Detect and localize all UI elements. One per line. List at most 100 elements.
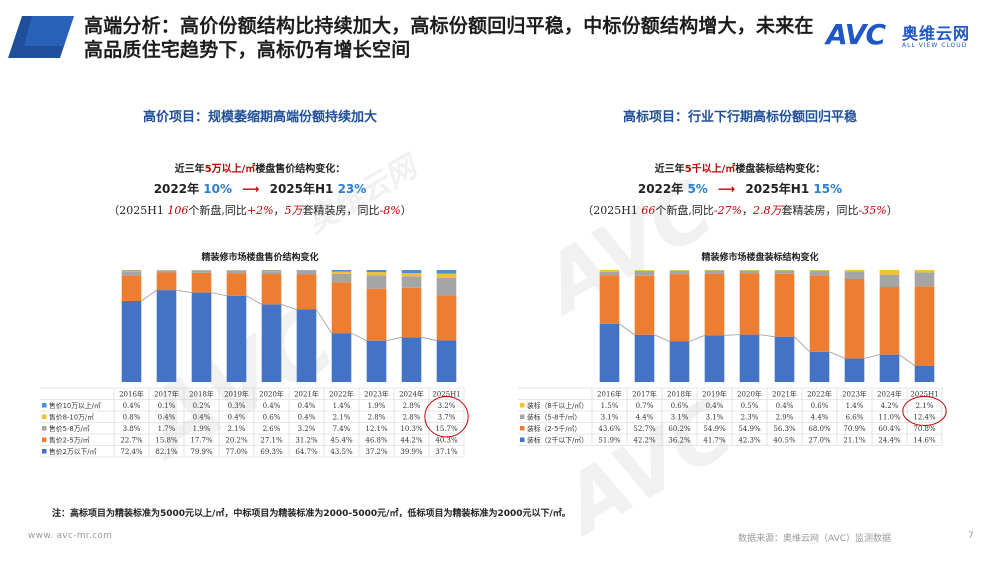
- right-chart-data-label: 42.2%: [633, 437, 656, 445]
- left-chart-data-label: 45.4%: [330, 437, 353, 445]
- left-chart-bar-segment: [401, 270, 422, 274]
- right-chart-data-label: 54.9%: [703, 425, 726, 433]
- left-chart-data-label: 77.0%: [225, 448, 248, 456]
- right-chart-bar-segment: [879, 270, 900, 275]
- left-chart-legend-label: 售价8-10万/㎡: [49, 413, 94, 422]
- right-chart-bar-segment: [599, 270, 620, 272]
- right-chart-bar-segment: [704, 273, 725, 336]
- right-chart-data-label: 4.2%: [881, 402, 899, 410]
- right-chart-data-label: 52.7%: [633, 425, 656, 433]
- left-chart-data-label: 40.3%: [435, 437, 458, 445]
- right-chart-data-label: 51.9%: [598, 437, 621, 445]
- right-chart-data-label: 24.4%: [878, 437, 901, 445]
- left-summary-line3-segment: -8%: [379, 204, 401, 217]
- left-chart-data-label: 0.4%: [263, 402, 281, 410]
- right-chart-tick-label: 2017年: [632, 390, 657, 399]
- left-chart-data-label: 3.7%: [438, 414, 456, 422]
- left-chart-bar-segment: [366, 270, 387, 273]
- right-summary-line3-segment: 2.8万: [753, 204, 782, 217]
- left-chart-bar-segment: [261, 274, 282, 305]
- right-summary-line2: 2022年 5% ⟶ 2025年H1 15%: [540, 180, 940, 197]
- right-chart-bar-segment: [739, 334, 760, 382]
- avc-logo: AVC 奥维云网 ALL VIEW CLOUD: [826, 18, 986, 54]
- right-chart-data-label: 42.3%: [738, 437, 761, 445]
- left-chart-data-label: 0.4%: [158, 414, 176, 422]
- right-year-b: 2025年H1: [745, 182, 810, 196]
- left-year-b: 2025年H1: [269, 182, 334, 196]
- left-chart-tick-label: 2022年: [329, 390, 354, 399]
- right-summary-line3-segment: -35%: [858, 204, 887, 217]
- left-chart-bar-segment: [296, 270, 317, 275]
- right-summary-post: 楼盘装标结构变化：: [735, 164, 826, 175]
- right-chart-highlight-ellipse: [902, 396, 947, 426]
- right-chart-data-label: 1.4%: [846, 402, 864, 410]
- right-chart-data-label: 0.4%: [706, 402, 724, 410]
- right-chart-bar-segment: [599, 271, 620, 276]
- left-chart-data-label: 0.3%: [228, 402, 246, 410]
- right-chart-series-connector: [864, 354, 880, 359]
- right-chart-series-connector: [724, 334, 740, 336]
- left-summary-line3: （2025H1 106个新盘,同比+2%，5万套精装房，同比-8%）: [60, 202, 460, 218]
- right-chart-bar-segment: [879, 354, 900, 382]
- right-summary-line3-segment: ，: [742, 204, 754, 217]
- right-chart-tick-label: 2019年: [702, 390, 727, 399]
- left-summary-line2: 2022年 10% ⟶ 2025年H1 23%: [60, 180, 460, 197]
- left-chart-data-label: 79.9%: [190, 448, 213, 456]
- right-chart-data-label: 60.2%: [668, 425, 691, 433]
- left-chart-data-label: 15.7%: [435, 425, 458, 433]
- left-chart-bar-segment: [121, 300, 142, 382]
- left-chart-bar-segment: [156, 290, 177, 382]
- left-summary-line3-segment: （2025H1: [108, 204, 168, 217]
- left-chart-bar-segment: [401, 337, 422, 382]
- left-chart-series-connector: [176, 289, 192, 293]
- left-chart-series-connector: [211, 292, 227, 297]
- left-year-b-value: 23%: [337, 182, 367, 196]
- left-chart-data-label: 17.7%: [190, 437, 213, 445]
- right-chart-data-label: 54.9%: [738, 425, 761, 433]
- left-chart-legend-swatch: [42, 449, 47, 454]
- left-summary-line3-segment: +2%: [246, 204, 274, 217]
- right-chart-bar-segment: [634, 270, 655, 276]
- left-chart-tick-label: 2023年: [364, 390, 389, 399]
- left-chart-bar-segment: [366, 340, 387, 382]
- right-chart-bar-segment: [914, 270, 935, 273]
- left-chart-data-label: 2.1%: [333, 414, 351, 422]
- right-chart-bar-segment: [669, 341, 690, 382]
- left-chart-bar-segment: [191, 270, 212, 273]
- left-chart-data-label: 69.3%: [260, 448, 283, 456]
- right-chart-data-label: 3.1%: [601, 414, 619, 422]
- left-chart-series-connector: [281, 304, 297, 310]
- left-chart-bar-segment: [436, 273, 457, 278]
- right-chart-series-connector: [829, 351, 845, 359]
- left-chart-legend-label: 售价2-5万/㎡: [49, 436, 90, 445]
- right-chart-data-label: 2.1%: [916, 402, 934, 410]
- left-chart-bar-segment: [436, 277, 457, 296]
- right-chart-bar-segment: [844, 278, 865, 359]
- left-chart-bar-segment: [121, 275, 142, 301]
- left-chart-tick-label: 2018年: [189, 390, 214, 399]
- right-chart-bar-segment: [599, 323, 620, 382]
- right-chart-bar-segment: [634, 334, 655, 382]
- left-chart-bar-segment: [191, 272, 212, 293]
- left-summary-line3-segment: 个新盘,同比: [188, 204, 247, 217]
- left-chart-data-label: 27.1%: [260, 437, 283, 445]
- right-chart-data-label: 70.8%: [913, 425, 936, 433]
- left-chart-data-label: 3.2%: [438, 402, 456, 410]
- left-chart-tick-label: 2019年: [224, 390, 249, 399]
- left-chart-data-label: 0.6%: [263, 414, 281, 422]
- left-stacked-bar-chart: 2016年 2017年 2018年 2019年 2020年 2021年 2022年 2023年…: [40, 270, 469, 458]
- right-chart-data-label: 70.9%: [843, 425, 866, 433]
- left-chart-bar-segment: [296, 309, 317, 382]
- right-chart-data-label: 43.6%: [598, 425, 621, 433]
- right-chart-series-connector: [654, 334, 670, 342]
- right-chart-bar-segment: [809, 351, 830, 382]
- right-chart-tick-label: 2018年: [667, 390, 692, 399]
- right-chart-bar-segment: [704, 335, 725, 382]
- left-chart-tick-label: 2017年: [154, 390, 179, 399]
- right-chart-data-label: 3.1%: [706, 414, 724, 422]
- right-chart-bar-segment: [739, 273, 760, 335]
- right-chart-data-label: 21.1%: [843, 437, 866, 445]
- right-year-a: 2022年: [637, 182, 684, 196]
- right-chart-legend-label: 装标（5-8千/㎡）: [527, 413, 581, 422]
- right-chart-data-label: 4.4%: [811, 414, 829, 422]
